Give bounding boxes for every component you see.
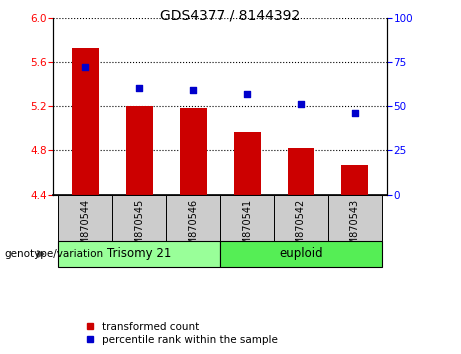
Text: GSM870543: GSM870543 (350, 198, 360, 257)
Point (351, 110, 359, 116)
Text: Trisomy 21: Trisomy 21 (107, 247, 171, 261)
Text: GSM870546: GSM870546 (188, 198, 198, 257)
Point (136, 86, 143, 91)
Point (297, 102, 305, 107)
Text: euploid: euploid (279, 247, 323, 261)
Bar (274, 195, 328, 241)
Point (189, 87, 197, 93)
Text: GSM870545: GSM870545 (134, 198, 144, 258)
Bar (112, 195, 166, 241)
Bar (166, 195, 220, 241)
Bar (220, 241, 382, 267)
Bar (342, 165, 368, 195)
Bar (288, 148, 314, 195)
Bar (234, 132, 260, 195)
Bar (72, 47, 99, 195)
Bar (220, 195, 274, 241)
Point (243, 91, 251, 97)
Bar (328, 195, 382, 241)
Text: GSM870541: GSM870541 (242, 198, 252, 257)
Bar (126, 106, 153, 195)
Bar (59, 241, 220, 267)
Text: genotype/variation: genotype/variation (5, 249, 104, 259)
Text: GSM870542: GSM870542 (296, 198, 306, 258)
Bar (59, 195, 112, 241)
Bar (180, 108, 207, 195)
Legend: transformed count, percentile rank within the sample: transformed count, percentile rank withi… (81, 317, 282, 349)
Point (82, 64, 89, 70)
Text: GDS4377 / 8144392: GDS4377 / 8144392 (160, 9, 301, 23)
Text: GSM870544: GSM870544 (80, 198, 90, 257)
